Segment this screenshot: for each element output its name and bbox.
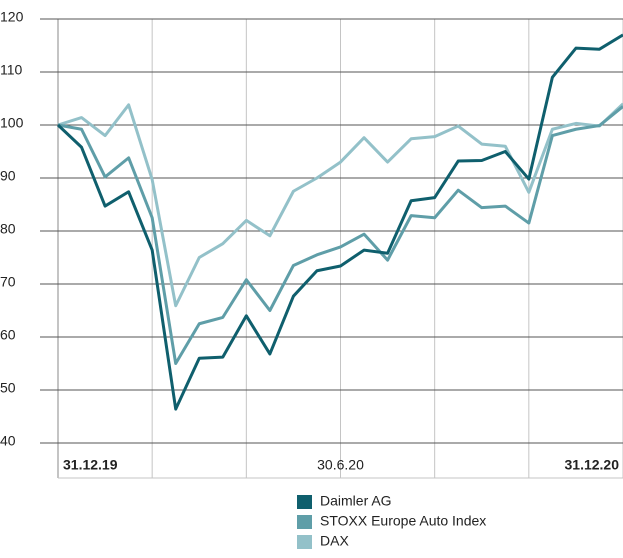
y-tick-label: 50 <box>0 380 16 396</box>
x-tick-label: 31.12.19 <box>63 457 118 473</box>
series-line <box>57 102 623 308</box>
legend-swatch <box>297 515 312 529</box>
y-tick-label: 90 <box>0 168 16 184</box>
series-line <box>57 105 623 365</box>
series-line <box>56 33 623 411</box>
legend-swatch <box>297 535 312 549</box>
y-tick-label: 120 <box>0 9 24 25</box>
x-tick-label: 31.12.20 <box>565 457 620 473</box>
y-tick-label: 60 <box>0 327 16 343</box>
y-tick-label: 40 <box>0 433 16 449</box>
legend-swatch <box>297 495 312 509</box>
legend-label: STOXX Europe Auto Index <box>320 513 486 529</box>
y-tick-label: 70 <box>0 274 16 290</box>
y-tick-label: 80 <box>0 221 16 237</box>
x-tick-label: 30.6.20 <box>317 457 364 473</box>
legend-label: Daimler AG <box>320 493 392 509</box>
y-tick-label: 100 <box>0 115 24 131</box>
y-tick-label: 110 <box>0 62 23 78</box>
legend-label: DAX <box>320 533 349 549</box>
